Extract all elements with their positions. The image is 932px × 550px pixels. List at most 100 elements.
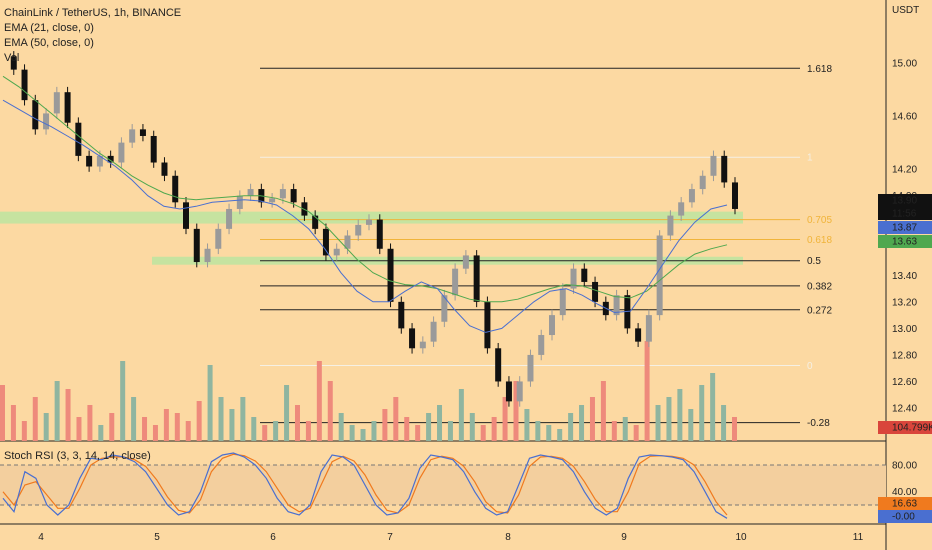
candle-body bbox=[549, 315, 555, 336]
candle-body bbox=[333, 248, 340, 256]
candle-body bbox=[441, 295, 448, 322]
candle-body bbox=[581, 268, 588, 282]
candle-body bbox=[462, 255, 469, 269]
candle-body bbox=[43, 113, 50, 130]
date-tick: 9 bbox=[621, 532, 627, 543]
candle-body bbox=[656, 235, 663, 316]
rsi-k-badge-bg bbox=[878, 497, 932, 510]
volume-bar bbox=[644, 341, 650, 441]
volume-bar bbox=[142, 417, 148, 441]
volume-bar bbox=[327, 381, 333, 441]
last-price-badge: 13.90 bbox=[892, 196, 917, 207]
chart-legend: ChainLink / TetherUS, 1h, BINANCE EMA (2… bbox=[4, 6, 181, 66]
volume-bar bbox=[65, 389, 71, 441]
volume-bar bbox=[43, 413, 49, 441]
rsi-d-badge-bg bbox=[878, 510, 932, 523]
volume-bar bbox=[633, 425, 639, 441]
ema21-line bbox=[2, 99, 728, 333]
legend-volume[interactable]: Vol bbox=[4, 52, 20, 64]
zone-band bbox=[0, 211, 743, 224]
candle-body bbox=[10, 56, 17, 70]
candle-body bbox=[516, 381, 523, 402]
price-tick: 12.80 bbox=[892, 350, 917, 361]
candle-body bbox=[645, 315, 652, 342]
volume-bar bbox=[393, 397, 399, 441]
volume-bar bbox=[721, 405, 727, 441]
legend-ema21[interactable]: EMA (21, close, 0) bbox=[4, 22, 94, 34]
volume-bar bbox=[535, 421, 541, 441]
countdown-badge-bg bbox=[878, 207, 932, 220]
last-price-badge-bg bbox=[878, 194, 932, 207]
fib-label: 0.272 bbox=[807, 305, 832, 316]
candle-body bbox=[366, 219, 372, 225]
price-tick: 12.40 bbox=[892, 404, 917, 415]
volume-bar bbox=[732, 417, 737, 441]
price-tick: 14.60 bbox=[892, 112, 917, 123]
volume-bar bbox=[458, 389, 464, 441]
date-tick: 8 bbox=[505, 532, 511, 543]
fib-label: -0.28 bbox=[807, 418, 830, 429]
candle-body bbox=[710, 155, 717, 176]
currency-unit: USDT bbox=[892, 5, 920, 16]
price-tick: 13.00 bbox=[892, 324, 917, 335]
time-axis[interactable]: 4 5 6 7 8 9 10 11 bbox=[38, 532, 863, 543]
date-tick: 5 bbox=[154, 532, 160, 543]
volume-bar bbox=[666, 397, 672, 441]
volume-bar bbox=[109, 413, 115, 441]
volume-bar bbox=[98, 425, 104, 441]
candle-body bbox=[473, 255, 480, 302]
candle-body bbox=[699, 175, 706, 190]
volume-bar bbox=[174, 413, 180, 441]
candle-body bbox=[430, 321, 437, 342]
volume-bar bbox=[251, 417, 257, 441]
candle-body bbox=[484, 301, 491, 349]
candle-body bbox=[172, 175, 179, 203]
stoch-rsi-legend[interactable]: Stoch RSI (3, 3, 14, 14, close) bbox=[4, 450, 151, 462]
volume-bar bbox=[622, 417, 628, 441]
volume-badge-bg bbox=[878, 421, 932, 434]
ema-lines bbox=[2, 75, 728, 333]
candle-body bbox=[96, 155, 103, 167]
volume-bar bbox=[524, 409, 530, 441]
rsi-band bbox=[0, 465, 886, 505]
date-tick: 10 bbox=[735, 532, 747, 543]
volume-bar bbox=[273, 421, 279, 441]
candle-body bbox=[527, 354, 534, 382]
candle-body bbox=[452, 268, 459, 296]
volume-bar bbox=[349, 425, 355, 441]
ema21-badge: 13.87 bbox=[892, 223, 917, 234]
ema21-badge-bg bbox=[878, 221, 932, 234]
candle-body bbox=[538, 335, 545, 355]
volume-bar bbox=[163, 409, 169, 441]
candle-body bbox=[86, 155, 93, 167]
legend-ema50[interactable]: EMA (50, close, 0) bbox=[4, 37, 94, 49]
candle-body bbox=[183, 202, 189, 229]
candle-body bbox=[107, 155, 114, 163]
fib-label: 0 bbox=[807, 361, 813, 372]
volume-bar bbox=[218, 397, 224, 441]
volume-bar bbox=[120, 361, 126, 441]
symbol-title[interactable]: ChainLink / TetherUS, 1h, BINANCE bbox=[4, 7, 182, 19]
candle-body bbox=[495, 348, 502, 382]
price-tick: 13.40 bbox=[892, 271, 917, 282]
volume-bars bbox=[0, 341, 737, 441]
candle-body bbox=[215, 228, 222, 249]
candle-body bbox=[139, 129, 146, 136]
volume-bar bbox=[294, 405, 300, 441]
candle-body bbox=[667, 215, 674, 236]
volume-bar bbox=[611, 421, 617, 441]
candle-body bbox=[53, 92, 60, 114]
volume-bar bbox=[185, 421, 191, 441]
volume-bar bbox=[152, 425, 158, 441]
candle-body bbox=[570, 268, 577, 289]
date-tick: 7 bbox=[387, 532, 393, 543]
volume-bar bbox=[21, 421, 27, 441]
candle-body bbox=[387, 248, 394, 302]
candle-body bbox=[592, 281, 599, 302]
candle-body bbox=[21, 69, 28, 101]
volume-bar bbox=[677, 389, 683, 441]
candle-body bbox=[409, 328, 416, 349]
price-tick: 14.20 bbox=[892, 165, 917, 176]
volume-bar bbox=[513, 381, 519, 441]
